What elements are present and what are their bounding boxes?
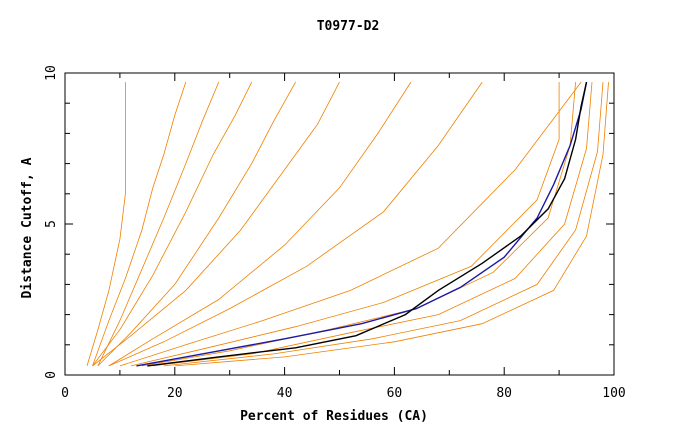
- series-line-bundle-2: [97, 81, 220, 367]
- series-layer: [86, 81, 609, 367]
- series-line-highlight_blue-14: [136, 81, 588, 367]
- axes-layer: 0 20 40 60 80 100 0 5 10: [44, 65, 626, 401]
- x-tick-label: 80: [496, 386, 512, 401]
- y-tick-label: 5: [44, 220, 59, 228]
- series-line-bundle-11: [152, 82, 593, 367]
- series-line-bundle-5: [92, 81, 340, 367]
- series-line-bundle-1: [92, 81, 187, 367]
- x-tick-label: 40: [277, 386, 293, 401]
- chart-title: T0977-D2: [317, 19, 380, 34]
- y-tick-label: 0: [44, 371, 59, 379]
- series-line-bundle-13: [174, 82, 609, 367]
- x-tick-label: 20: [167, 386, 183, 401]
- series-line-bundle-12: [163, 82, 604, 367]
- series-line-bundle-9: [130, 82, 560, 367]
- series-line-highlight_black-15: [147, 81, 588, 367]
- y-axis-label: Distance Cutoff, A: [20, 157, 35, 298]
- series-line-bundle-6: [108, 81, 412, 367]
- x-tick-label: 60: [387, 386, 403, 401]
- series-line-bundle-0: [86, 82, 126, 367]
- series-line-bundle-10: [141, 82, 576, 367]
- series-line-bundle-7: [108, 81, 483, 367]
- series-line-bundle-8: [119, 81, 582, 367]
- x-axis-label: Percent of Residues (CA): [240, 409, 428, 424]
- series-line-bundle-4: [97, 81, 296, 367]
- x-tick-label: 100: [602, 386, 625, 401]
- x-tick-label: 0: [61, 386, 69, 401]
- y-tick-label: 10: [44, 65, 59, 81]
- series-line-bundle-3: [92, 81, 253, 367]
